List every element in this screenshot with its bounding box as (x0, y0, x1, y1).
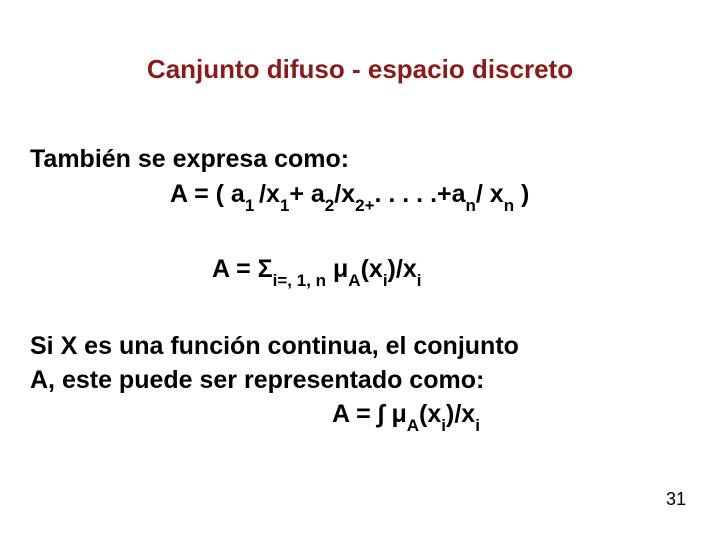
f1-s2b: 2+ (355, 196, 374, 215)
f3-close: )/x (446, 400, 475, 428)
f2-sub-sigma: i=, 1, n (273, 271, 326, 290)
mu-icon: μ (333, 255, 348, 283)
f3-A: A (332, 400, 349, 428)
f1-slash1: /x (259, 180, 280, 208)
f1-s1b: 1 (280, 196, 289, 215)
f2-open: (x (361, 255, 383, 283)
intro-text: También se expresa como: (30, 145, 349, 174)
formula-integral: A = ∫ μA(xi)/xi (332, 400, 480, 433)
f3-si2: i (475, 416, 480, 435)
continuous-text-2: A, este puede ser representado como: (30, 366, 484, 395)
f2-A: A (212, 255, 229, 283)
f1-dots: . . . . .+a (375, 180, 466, 208)
f1-snb: n (504, 196, 514, 215)
f2-sp (326, 255, 333, 283)
f1-A: A (170, 180, 187, 208)
f1-slash2: /x (334, 180, 355, 208)
f1-sn: n (466, 196, 476, 215)
mu-icon-2: μ (391, 400, 406, 428)
sigma-icon: Σ (258, 255, 273, 283)
page-number: 31 (666, 489, 686, 510)
f1-a1: a (231, 180, 245, 208)
f3-si: i (441, 416, 446, 435)
f1-plus1: + a (289, 180, 324, 208)
f1-s2: 2 (325, 196, 334, 215)
formula-sigma: A = Σi=, 1, n μA(xi)/xi (212, 255, 421, 288)
f2-close: )/x (388, 255, 417, 283)
formula-discrete-sum: A = ( a1 /x1+ a2/x2+. . . . .+an/ xn ) (170, 180, 529, 213)
f1-s1: 1 (245, 196, 259, 215)
f2-eq: = (229, 255, 258, 283)
f2-si2: i (417, 271, 422, 290)
f1-eq: = ( (187, 180, 231, 208)
f2-subA: A (348, 271, 360, 290)
f3-subA: A (407, 416, 419, 435)
f1-close: ) (514, 180, 529, 208)
f3-eq: = (349, 400, 378, 428)
f3-open: (x (419, 400, 441, 428)
continuous-text-1: Si X es una función continua, el conjunt… (30, 332, 519, 361)
f1-slashn: / x (476, 180, 504, 208)
integral-icon: ∫ (378, 400, 385, 428)
f2-si: i (383, 271, 388, 290)
slide-title: Canjunto difuso - espacio discreto (0, 54, 720, 85)
